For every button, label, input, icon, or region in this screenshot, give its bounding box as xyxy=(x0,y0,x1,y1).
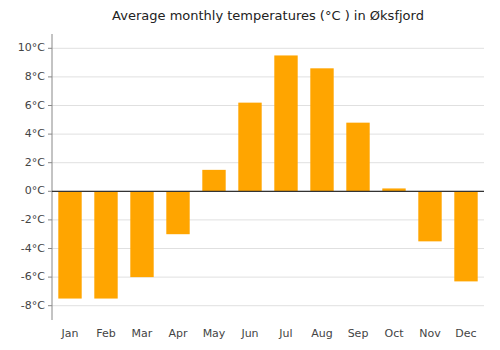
y-tick xyxy=(48,305,52,306)
x-tick-label: Feb xyxy=(96,327,115,340)
x-axis: Jan Feb Mar Apr May Jun Jul Aug Sep Oct Nov Dec xyxy=(61,327,477,340)
y-tick-label: 6°C xyxy=(25,99,45,112)
x-tick-label: Jul xyxy=(278,327,292,340)
bar xyxy=(418,191,441,241)
title: Average monthly temperatures (°C ) in Øk… xyxy=(112,8,424,23)
bar xyxy=(130,191,153,277)
x-tick-label: Sep xyxy=(348,327,369,340)
bar xyxy=(310,68,333,191)
grid-line xyxy=(52,305,484,306)
y-tick-label: -6°C xyxy=(21,270,45,283)
grid-line xyxy=(52,48,484,49)
y-tick xyxy=(48,48,52,49)
y-axis: 10°C 8°C 6°C 4°C 2°C 0°C -2°C -4°C -6°C -8°C xyxy=(18,34,52,320)
y-tick xyxy=(48,277,52,278)
y-tick-label: -2°C xyxy=(21,213,45,226)
grid-line xyxy=(52,134,484,135)
bar xyxy=(166,191,189,234)
y-tick xyxy=(48,76,52,77)
x-tick-label: Oct xyxy=(384,327,404,340)
grid xyxy=(52,48,484,305)
y-tick xyxy=(48,105,52,106)
y-tick-label: 10°C xyxy=(18,41,45,54)
y-tick-label: 0°C xyxy=(25,184,45,197)
bars xyxy=(58,55,477,298)
y-tick-label: 8°C xyxy=(25,70,45,83)
grid-line xyxy=(52,76,484,77)
y-tick xyxy=(48,162,52,163)
x-tick-label: Dec xyxy=(455,327,476,340)
x-tick-label: Nov xyxy=(419,327,441,340)
bar xyxy=(58,191,81,298)
zero-line xyxy=(52,191,484,192)
chart: Average monthly temperatures (°C ) in Øk… xyxy=(0,0,500,350)
y-tick-label: -4°C xyxy=(21,242,45,255)
y-tick xyxy=(48,248,52,249)
grid-line xyxy=(52,162,484,163)
grid-line xyxy=(52,105,484,106)
x-tick-label: Mar xyxy=(132,327,153,340)
bar xyxy=(202,170,225,191)
x-tick-label: Jan xyxy=(61,327,79,340)
bar xyxy=(94,191,117,298)
grid-line xyxy=(52,191,484,192)
x-tick-label: May xyxy=(203,327,226,340)
y-tick-label: 2°C xyxy=(25,156,45,169)
x-tick-label: Jun xyxy=(240,327,258,340)
y-tick xyxy=(48,191,52,192)
bar xyxy=(238,103,261,192)
y-tick xyxy=(48,134,52,135)
y-tick-label: 4°C xyxy=(25,127,45,140)
x-tick-label: Aug xyxy=(311,327,332,340)
bar xyxy=(346,123,369,192)
y-axis-line xyxy=(52,34,53,320)
y-tick-label: -8°C xyxy=(21,299,45,312)
y-tick xyxy=(48,219,52,220)
bar xyxy=(274,55,297,191)
x-tick-label: Apr xyxy=(168,327,188,340)
bar xyxy=(454,191,477,281)
